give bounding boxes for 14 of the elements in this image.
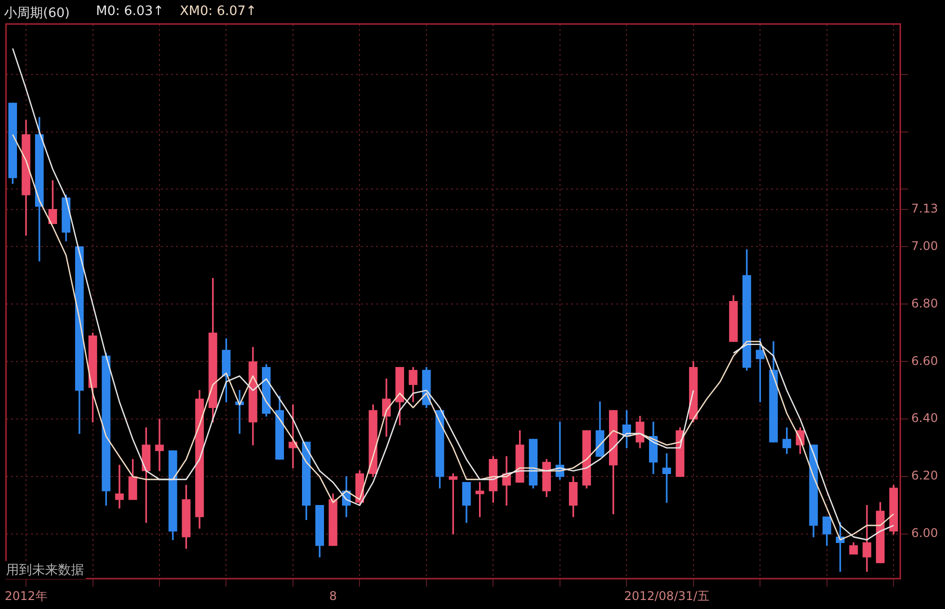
- y-tick-label: 7.13: [911, 201, 938, 216]
- x-tick-label: 8: [329, 588, 337, 603]
- text: XM0: 6.07↑: [180, 4, 257, 19]
- text: M0: 6.03↑: [96, 4, 164, 19]
- y-tick-label: 6.20: [911, 468, 938, 483]
- y-tick-label: 6.80: [911, 296, 938, 310]
- chart-title: 小周期(60): [4, 5, 70, 22]
- y-tick-label: 7.00: [911, 238, 938, 253]
- annotation: 用到未来数据: [4, 561, 86, 579]
- y-tick-label: 6.60: [911, 354, 938, 368]
- y-tick-label: 6.00: [911, 526, 938, 540]
- y-tick-label: 6.40: [911, 411, 938, 426]
- x-tick-label: 2012/08/31/五: [624, 588, 710, 603]
- x-tick-label: 2012年: [4, 588, 48, 603]
